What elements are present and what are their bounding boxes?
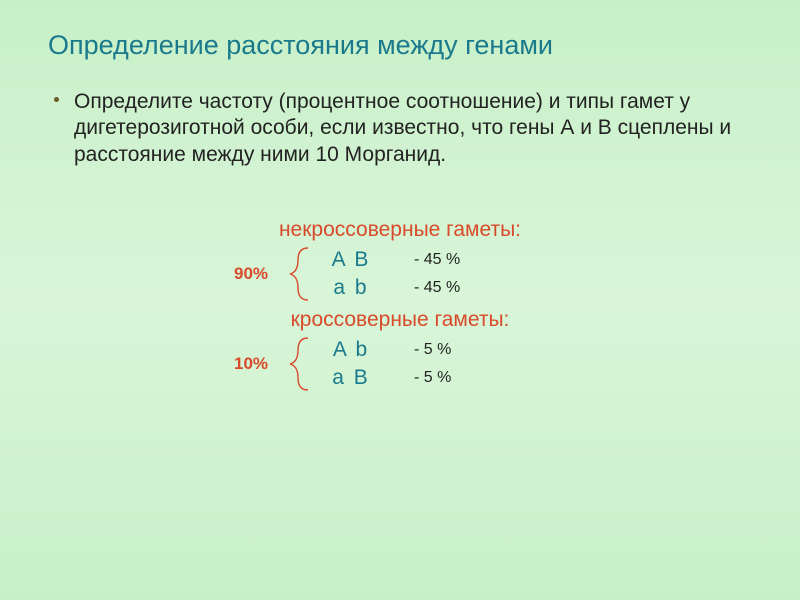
crossover-group: 10% A b - 5 % a B - 5 % [316,336,484,392]
body-paragraph: Определите частоту (процентное соотношен… [0,61,800,168]
allele-label: a b [316,276,386,300]
bullet-icon [54,97,59,102]
allele-label: a B [316,366,386,390]
allele-label: A B [316,248,386,272]
crossover-header: кроссоверные гаметы: [0,308,800,332]
allele-pct: - 45 % [414,279,484,297]
noncrossover-header: некроссоверные гаметы: [0,218,800,242]
allele-pct: - 45 % [414,251,484,269]
body-text: Определите частоту (процентное соотношен… [74,90,731,166]
brace-icon [288,246,310,302]
gamete-row: a b - 45 % [316,274,484,302]
allele-pct: - 5 % [414,341,484,359]
brace-icon [288,336,310,392]
noncrossover-group-pct: 90% [234,264,268,284]
allele-label: A b [316,338,386,362]
page-title: Определение расстояния между генами [0,0,800,61]
allele-pct: - 5 % [414,369,484,387]
gamete-row: A B - 45 % [316,246,484,274]
gamete-row: A b - 5 % [316,336,484,364]
crossover-group-pct: 10% [234,354,268,374]
noncrossover-group: 90% A B - 45 % a b - 45 % [316,246,484,302]
gamete-row: a B - 5 % [316,364,484,392]
gametes-block: некроссоверные гаметы: 90% A B - 45 % a … [0,218,800,392]
